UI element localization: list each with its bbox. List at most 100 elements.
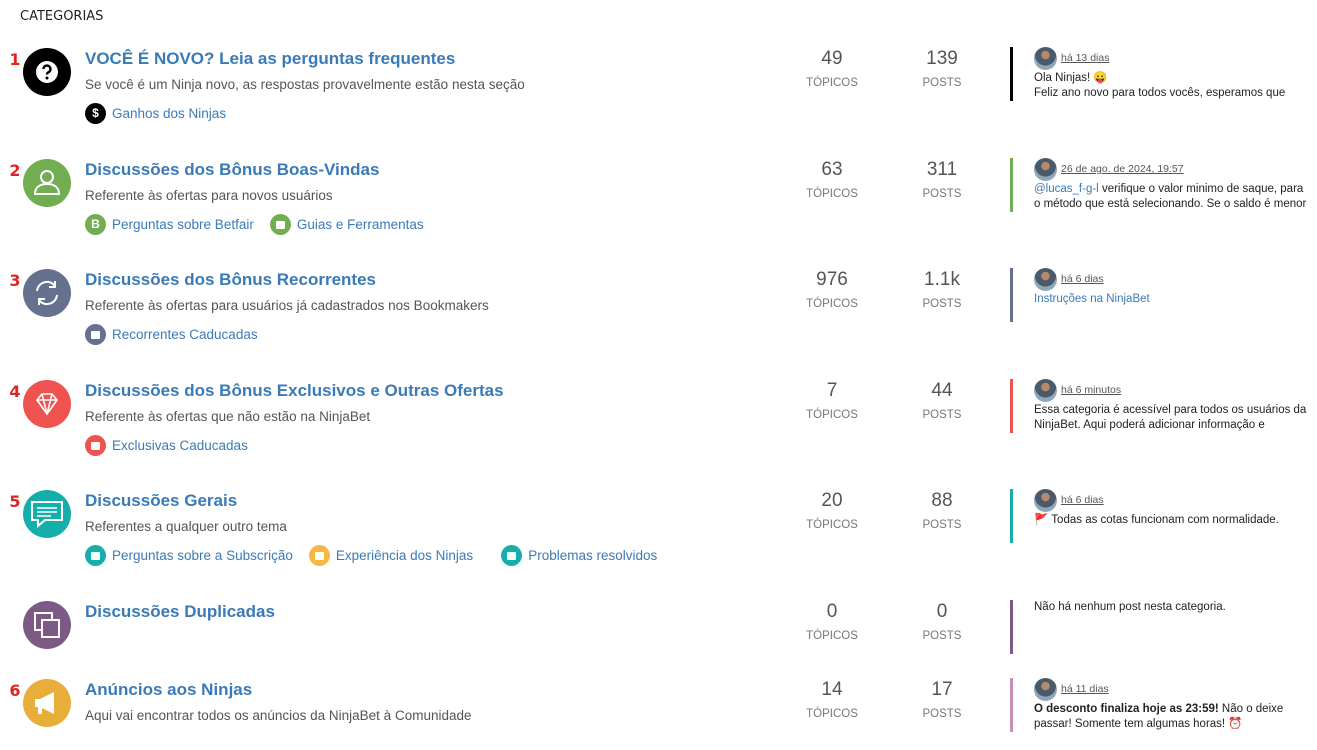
icon [23,490,71,538]
color-bar [1010,379,1013,433]
category-title[interactable]: Discussões dos Bônus Boas-Vindas [85,160,380,179]
category-number: 6 [9,681,21,700]
glyph [275,220,285,229]
subcategory-icon [85,544,106,566]
post-text-line: Essa categoria é acessível para todos os… [1034,403,1306,418]
category-description: Se você é um Ninja novo, as respostas pr… [85,77,525,92]
post-time[interactable]: há 6 minutos [1061,384,1122,396]
category-title[interactable]: VOCÊ É NOVO? Leia as perguntas frequente… [85,49,456,68]
topics-count: 20 [821,490,843,511]
post-time[interactable]: há 6 dias [1061,273,1104,285]
topics-count: 0 [826,601,838,622]
post-text-line: O desconto finaliza hoje as 23:59! Não o… [1034,702,1283,717]
avatar[interactable] [1034,379,1057,402]
post-text: o método que está selecionando. Se o sal… [1034,198,1307,210]
topics-label: TÓPICOS [806,298,858,310]
subcategories: Exclusivas Caducadas [85,434,264,456]
posts-label: POSTS [922,77,962,89]
post-text: passar! Somente tem algumas horas! ⏰ [1034,718,1243,730]
category-description: Aqui vai encontrar todos os anúncios da … [85,708,472,723]
subcategory-icon [85,323,106,345]
post-text-line: 🚩 Todas as cotas funcionam com normalida… [1034,513,1279,528]
subcategory-name[interactable]: Guias e Ferramentas [296,216,424,232]
subcategory-name[interactable]: Perguntas sobre a Subscrição [112,547,293,563]
post-mention[interactable]: @lucas_f-g-l [1034,183,1099,195]
category-title[interactable]: Discussões Gerais [85,491,238,510]
topics-label: TÓPICOS [806,519,858,531]
category-title[interactable]: Discussões dos Bônus Exclusivos e Outras… [85,381,504,400]
subcategory-icon [308,544,330,566]
color-bar [1010,600,1013,654]
topics-count: 976 [816,269,848,290]
subcategory[interactable]: B Perguntas sobre Betfair [85,213,254,235]
color-bar [1010,158,1013,212]
category-icon [23,380,71,428]
posts-count: 139 [926,48,958,69]
subcategory[interactable]: Exclusivas Caducadas [85,434,248,456]
post-time[interactable]: há 11 dias [1061,683,1109,695]
avatar[interactable] [1034,47,1057,70]
category-title[interactable]: Discussões Duplicadas [85,602,275,621]
avatar[interactable] [1034,158,1057,181]
post-text-line: o método que está selecionando. Se o sal… [1034,197,1306,212]
posts-label: POSTS [922,630,962,642]
color-bar [1010,678,1013,732]
post-text-line: passar! Somente tem algumas horas! ⏰ [1034,717,1243,732]
subcategory[interactable]: Experiência dos Ninjas [308,544,474,566]
subcategory-icon: B [85,213,106,235]
avatar[interactable] [1034,489,1057,512]
posts-label: POSTS [922,409,962,421]
post-time[interactable]: há 6 dias [1061,494,1104,506]
topics-label: TÓPICOS [806,77,858,89]
category-description: Referente às ofertas para usuários já ca… [85,298,489,313]
category-number: 3 [9,271,21,290]
glyph [91,330,100,339]
subcategory-name[interactable]: Problemas resolvidos [528,547,658,563]
post-text: Não há nenhum post nesta categoria. [1034,601,1226,613]
subcategory-name[interactable]: Recorrentes Caducadas [112,326,258,342]
subcategory-name[interactable]: Perguntas sobre Betfair [112,216,254,232]
avatar[interactable] [1034,678,1057,701]
post-text: Ola Ninjas! 😛 [1034,72,1108,84]
subcategory-icon: $ [85,102,106,124]
post-link[interactable]: Instruções na NinjaBet [1034,293,1150,305]
post-text-line: Ola Ninjas! 😛 [1034,71,1108,86]
subcategory-name[interactable]: Ganhos dos Ninjas [112,105,227,121]
category-description: Referente às ofertas para novos usuários [85,188,333,203]
icon [23,679,71,727]
topics-count: 49 [821,48,843,69]
category-number: 1 [9,50,21,69]
posts-label: POSTS [922,519,962,531]
avatar[interactable] [1034,268,1057,291]
post-text: Feliz ano novo para todos vocês, esperam… [1034,87,1286,99]
category-title[interactable]: Discussões dos Bônus Recorrentes [85,270,376,289]
category-title[interactable]: Anúncios aos Ninjas [85,680,253,699]
subcategories: B Perguntas sobre Betfair Guias e Ferramen… [85,213,440,235]
post-text-line: @lucas_f-g-l verifique o valor minimo de… [1034,182,1303,197]
topics-count: 63 [821,159,843,180]
subcategory[interactable]: $ Ganhos dos Ninjas [85,102,227,124]
post-time[interactable]: há 13 dias [1061,52,1110,64]
subcategory[interactable]: Recorrentes Caducadas [85,323,258,345]
subcategory[interactable]: Guias e Ferramentas [269,213,424,235]
posts-count: 1.1k [924,269,960,290]
posts-count: 17 [931,679,953,700]
topics-label: TÓPICOS [806,630,858,642]
posts-label: POSTS [922,188,962,200]
color-bar [1010,47,1013,101]
posts-count: 44 [931,380,953,401]
icon [23,269,71,317]
category-icon [23,679,71,727]
subcategory-icon [269,213,291,235]
subcategory-icon [85,434,106,456]
subcategory-name[interactable]: Experiência dos Ninjas [335,547,474,563]
icon [23,601,71,649]
glyph [91,441,100,450]
subcategory-name[interactable]: Exclusivas Caducadas [112,437,248,453]
subcategory[interactable]: Perguntas sobre a Subscrição [85,544,293,566]
icon [23,48,71,96]
subcategory[interactable]: Problemas resolvidos [501,544,658,566]
post-time[interactable]: 26 de ago. de 2024, 19:57 [1061,163,1184,175]
topics-count: 7 [826,380,838,401]
category-icon [23,269,71,317]
